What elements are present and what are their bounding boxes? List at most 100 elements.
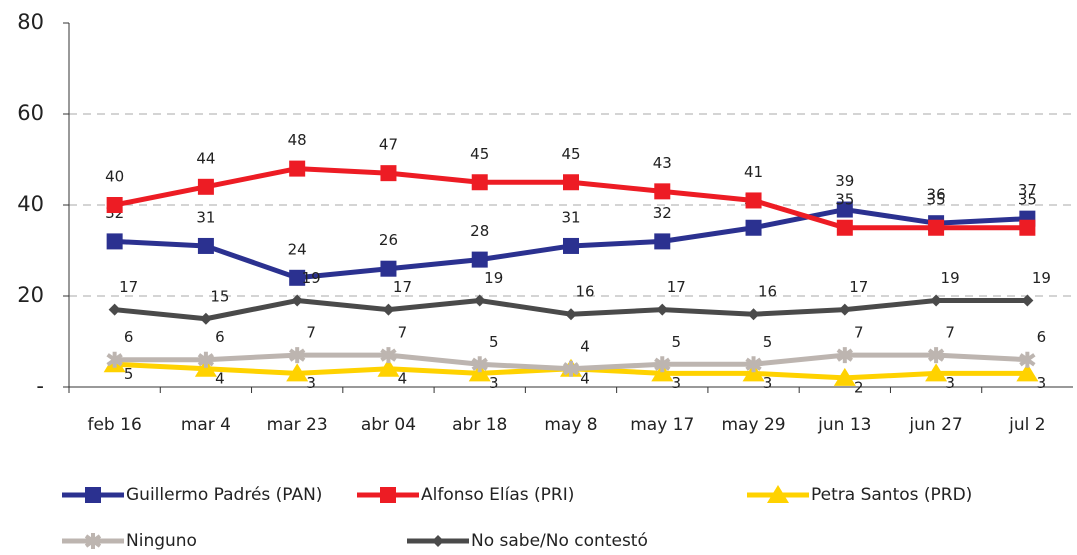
y-tick-label: 20 [17,283,44,307]
data-point [471,356,488,373]
data-point [106,351,123,368]
data-point [471,174,488,191]
data-point [836,201,853,218]
data-label: 26 [379,231,398,249]
data-point [1019,219,1036,236]
data-point [928,219,945,236]
data-label: 16 [758,283,777,301]
y-tick-label: 80 [17,10,44,34]
data-label: 35 [835,190,854,208]
legend-label: Ninguno [126,531,197,551]
data-label: 5 [671,333,681,351]
data-point [656,303,669,316]
data-label: 32 [653,204,672,222]
data-label: 4 [215,369,225,387]
data-point [380,347,397,364]
y-tick-label: 60 [17,101,44,125]
data-label: 39 [835,172,854,190]
data-label: 31 [561,208,580,226]
data-point [106,197,123,213]
legend-label: Petra Santos (PRD) [811,485,972,505]
data-label: 35 [927,190,946,208]
data-point [194,358,217,377]
y-tick-label: - [36,374,44,398]
data-point [927,347,945,364]
x-tick-label: jun 27 [908,415,962,435]
data-label: 3 [489,374,499,392]
data-point [1019,351,1036,368]
data-label: 19 [302,269,321,287]
data-point [833,367,856,386]
data-label: 4 [580,369,590,387]
data-label: 3 [1037,374,1047,392]
data-point [108,303,121,316]
data-label: 37 [1018,181,1037,199]
data-point [563,237,579,254]
data-label: 4 [580,337,590,355]
x-tick-label: mar 4 [181,415,231,435]
data-label: 17 [849,278,868,296]
x-tick-label: jun 13 [817,415,871,435]
data-label: 28 [470,222,489,240]
data-label: 7 [306,324,316,342]
data-point [468,363,491,382]
data-label: 31 [196,208,215,226]
data-label: 35 [1018,190,1037,208]
data-point [1016,363,1039,382]
data-point [197,178,214,195]
data-point [382,303,395,316]
data-point [838,303,851,316]
data-point [197,351,215,368]
legend-marker [84,533,102,549]
data-label: 45 [561,145,580,163]
data-label: 36 [927,186,946,204]
data-point [291,294,304,307]
data-label: 5 [124,365,134,383]
data-label: 19 [941,269,960,287]
data-label: 19 [1032,269,1051,287]
data-point [563,174,579,191]
legend-marker [380,487,396,503]
data-label: 16 [575,283,594,301]
data-label: 3 [763,374,773,392]
data-label: 5 [489,333,499,351]
data-point [654,233,671,250]
data-point [836,347,853,364]
data-point [289,347,306,364]
data-point [565,308,577,321]
data-point [106,233,123,250]
data-point [747,308,760,321]
data-label: 40 [105,168,124,186]
legend-label: Guillermo Padrés (PAN) [126,485,322,505]
legend-marker [85,487,101,503]
data-point [745,192,762,209]
data-label: 17 [667,278,686,296]
data-label: 19 [484,269,503,287]
data-label: 7 [854,324,864,342]
data-point [197,237,214,254]
data-point [562,360,580,377]
data-point [925,363,948,382]
x-tick-label: feb 16 [87,415,141,435]
x-tick-label: may 17 [630,415,694,435]
legend-marker [767,485,789,503]
data-point [471,251,488,268]
data-label: 24 [288,240,307,258]
data-point [654,183,671,200]
data-point [654,356,671,373]
data-point [651,363,674,382]
data-point [199,312,212,325]
data-point [930,294,943,307]
data-label: 2 [854,378,864,396]
data-label: 3 [306,374,316,392]
data-label: 3 [671,374,681,392]
x-tick-label: mar 23 [267,415,328,435]
data-label: 17 [393,278,412,296]
data-label: 17 [119,278,138,296]
data-point [745,219,762,236]
data-label: 7 [398,324,408,342]
legend-label: No sabe/No contestó [471,531,648,551]
legend-marker [432,535,444,547]
data-point [286,363,309,382]
